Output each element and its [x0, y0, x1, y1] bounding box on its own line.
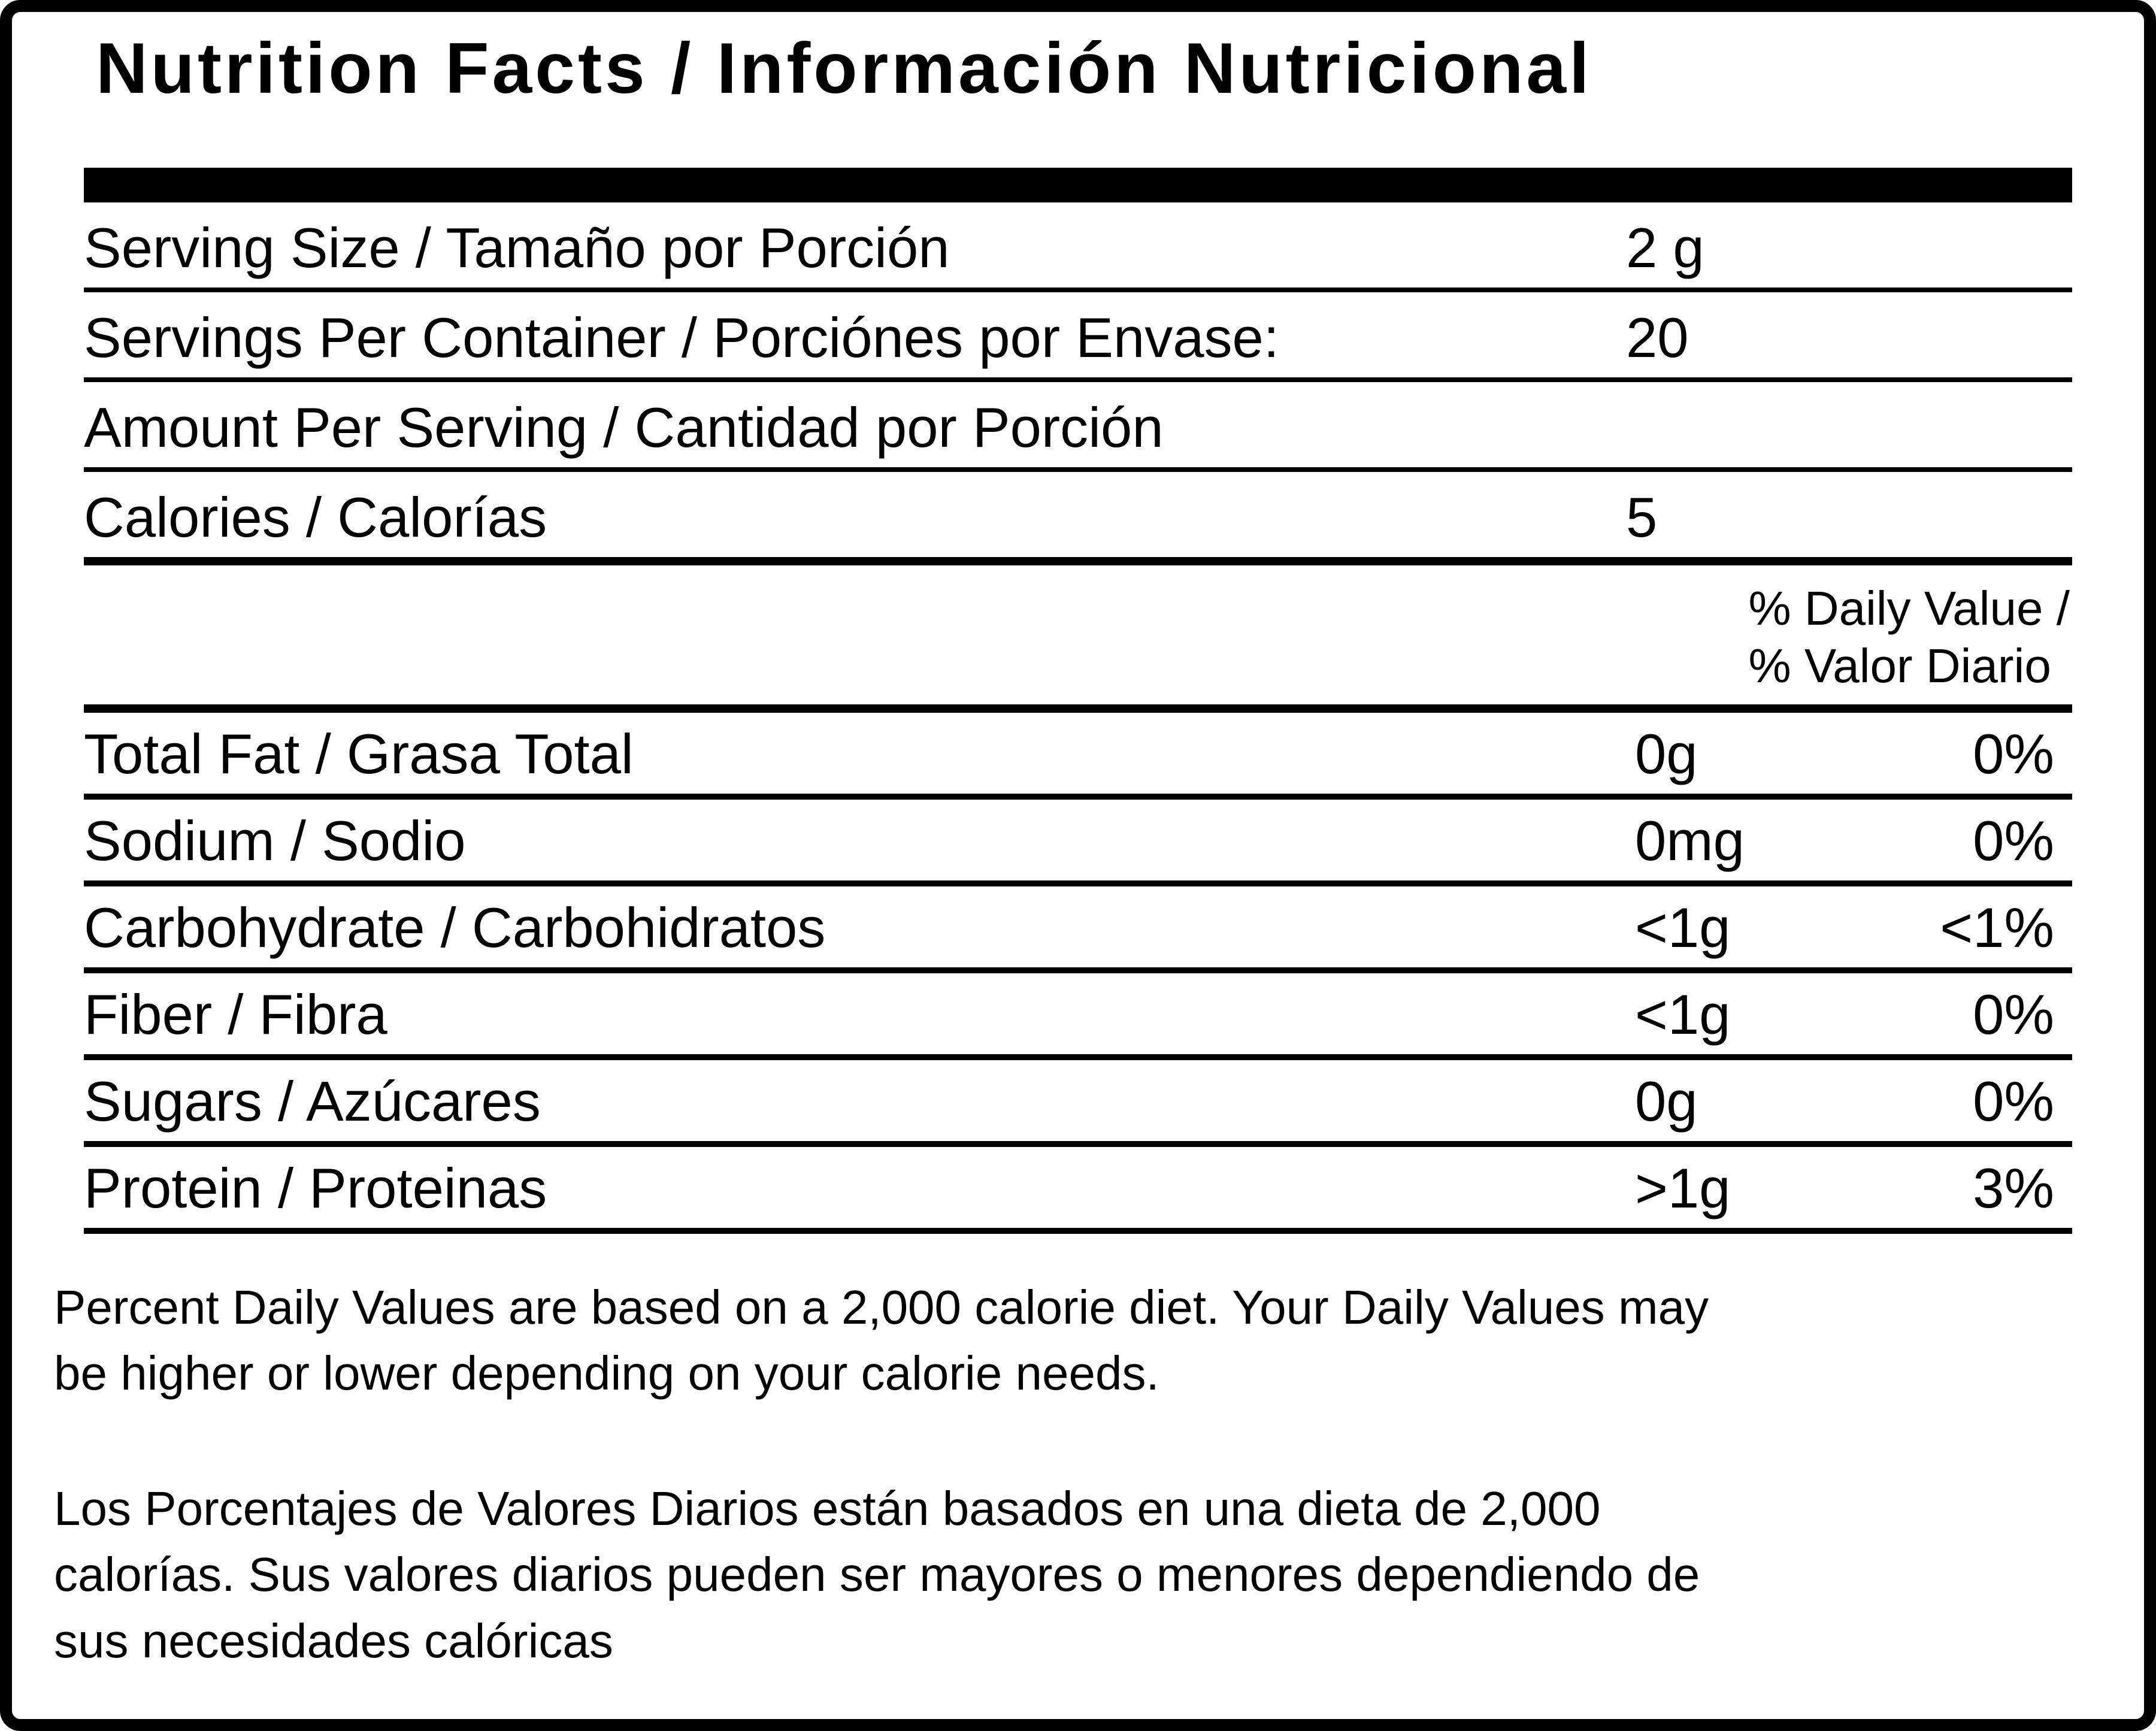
total-fat-row: Total Fat / Grasa Total 0g 0% [84, 713, 2072, 800]
label-title: Nutrition Facts / Información Nutriciona… [96, 28, 1592, 108]
daily-values-footnote-spanish: Los Porcentajes de Valores Diarios están… [54, 1481, 1700, 1668]
daily-value-header-row: % Daily Value / % Valor Diario [84, 565, 2072, 713]
sugars-percent: 0% [1973, 1070, 2054, 1133]
protein-amount: >1g [1635, 1157, 1731, 1219]
sodium-label: Sodium / Sodio [84, 809, 466, 872]
fiber-amount: <1g [1635, 983, 1731, 1046]
total-fat-amount: 0g [1635, 722, 1698, 785]
calories-row: Calories / Calorías 5 [84, 472, 2072, 565]
fiber-row: Fiber / Fibra <1g 0% [84, 973, 2072, 1060]
serving-size-label: Serving Size / Tamaño por Porción [84, 216, 950, 279]
serving-size-value: 2 g [1626, 216, 1704, 279]
sodium-amount: 0mg [1635, 809, 1745, 872]
calories-label: Calories / Calorías [84, 486, 547, 549]
sodium-percent: 0% [1973, 809, 2054, 872]
total-fat-label: Total Fat / Grasa Total [84, 722, 634, 785]
protein-label: Protein / Proteinas [84, 1157, 547, 1219]
protein-percent: 3% [1973, 1157, 2054, 1219]
daily-values-footnote-english: Percent Daily Values are based on a 2,00… [54, 1281, 1709, 1400]
total-fat-percent: 0% [1973, 722, 2054, 785]
protein-row: Protein / Proteinas >1g 3% [84, 1147, 2072, 1234]
servings-per-container-value: 20 [1626, 306, 1689, 369]
carbohydrate-row: Carbohydrate / Carbohidratos <1g <1% [84, 886, 2072, 973]
amount-per-serving-label: Amount Per Serving / Cantidad por Porció… [84, 396, 1164, 459]
servings-per-container-row: Servings Per Container / Porciónes por E… [84, 292, 2072, 382]
sugars-label: Sugars / Azúcares [84, 1070, 541, 1133]
serving-size-row: Serving Size / Tamaño por Porción 2 g [84, 202, 2072, 292]
carbohydrate-amount: <1g [1635, 896, 1731, 959]
fiber-percent: 0% [1973, 983, 2054, 1046]
sugars-amount: 0g [1635, 1070, 1698, 1133]
amount-per-serving-row: Amount Per Serving / Cantidad por Porció… [84, 382, 2072, 472]
sugars-row: Sugars / Azúcares 0g 0% [84, 1060, 2072, 1147]
servings-per-container-label: Servings Per Container / Porciónes por E… [84, 306, 1279, 369]
calories-value: 5 [1626, 486, 1658, 549]
carbohydrate-percent: <1% [1940, 896, 2054, 959]
fiber-label: Fiber / Fibra [84, 983, 387, 1046]
title-divider-bar [84, 168, 2072, 202]
sodium-row: Sodium / Sodio 0mg 0% [84, 800, 2072, 886]
carbohydrate-label: Carbohydrate / Carbohidratos [84, 896, 826, 959]
daily-value-header: % Daily Value / % Valor Diario [1748, 582, 2070, 692]
